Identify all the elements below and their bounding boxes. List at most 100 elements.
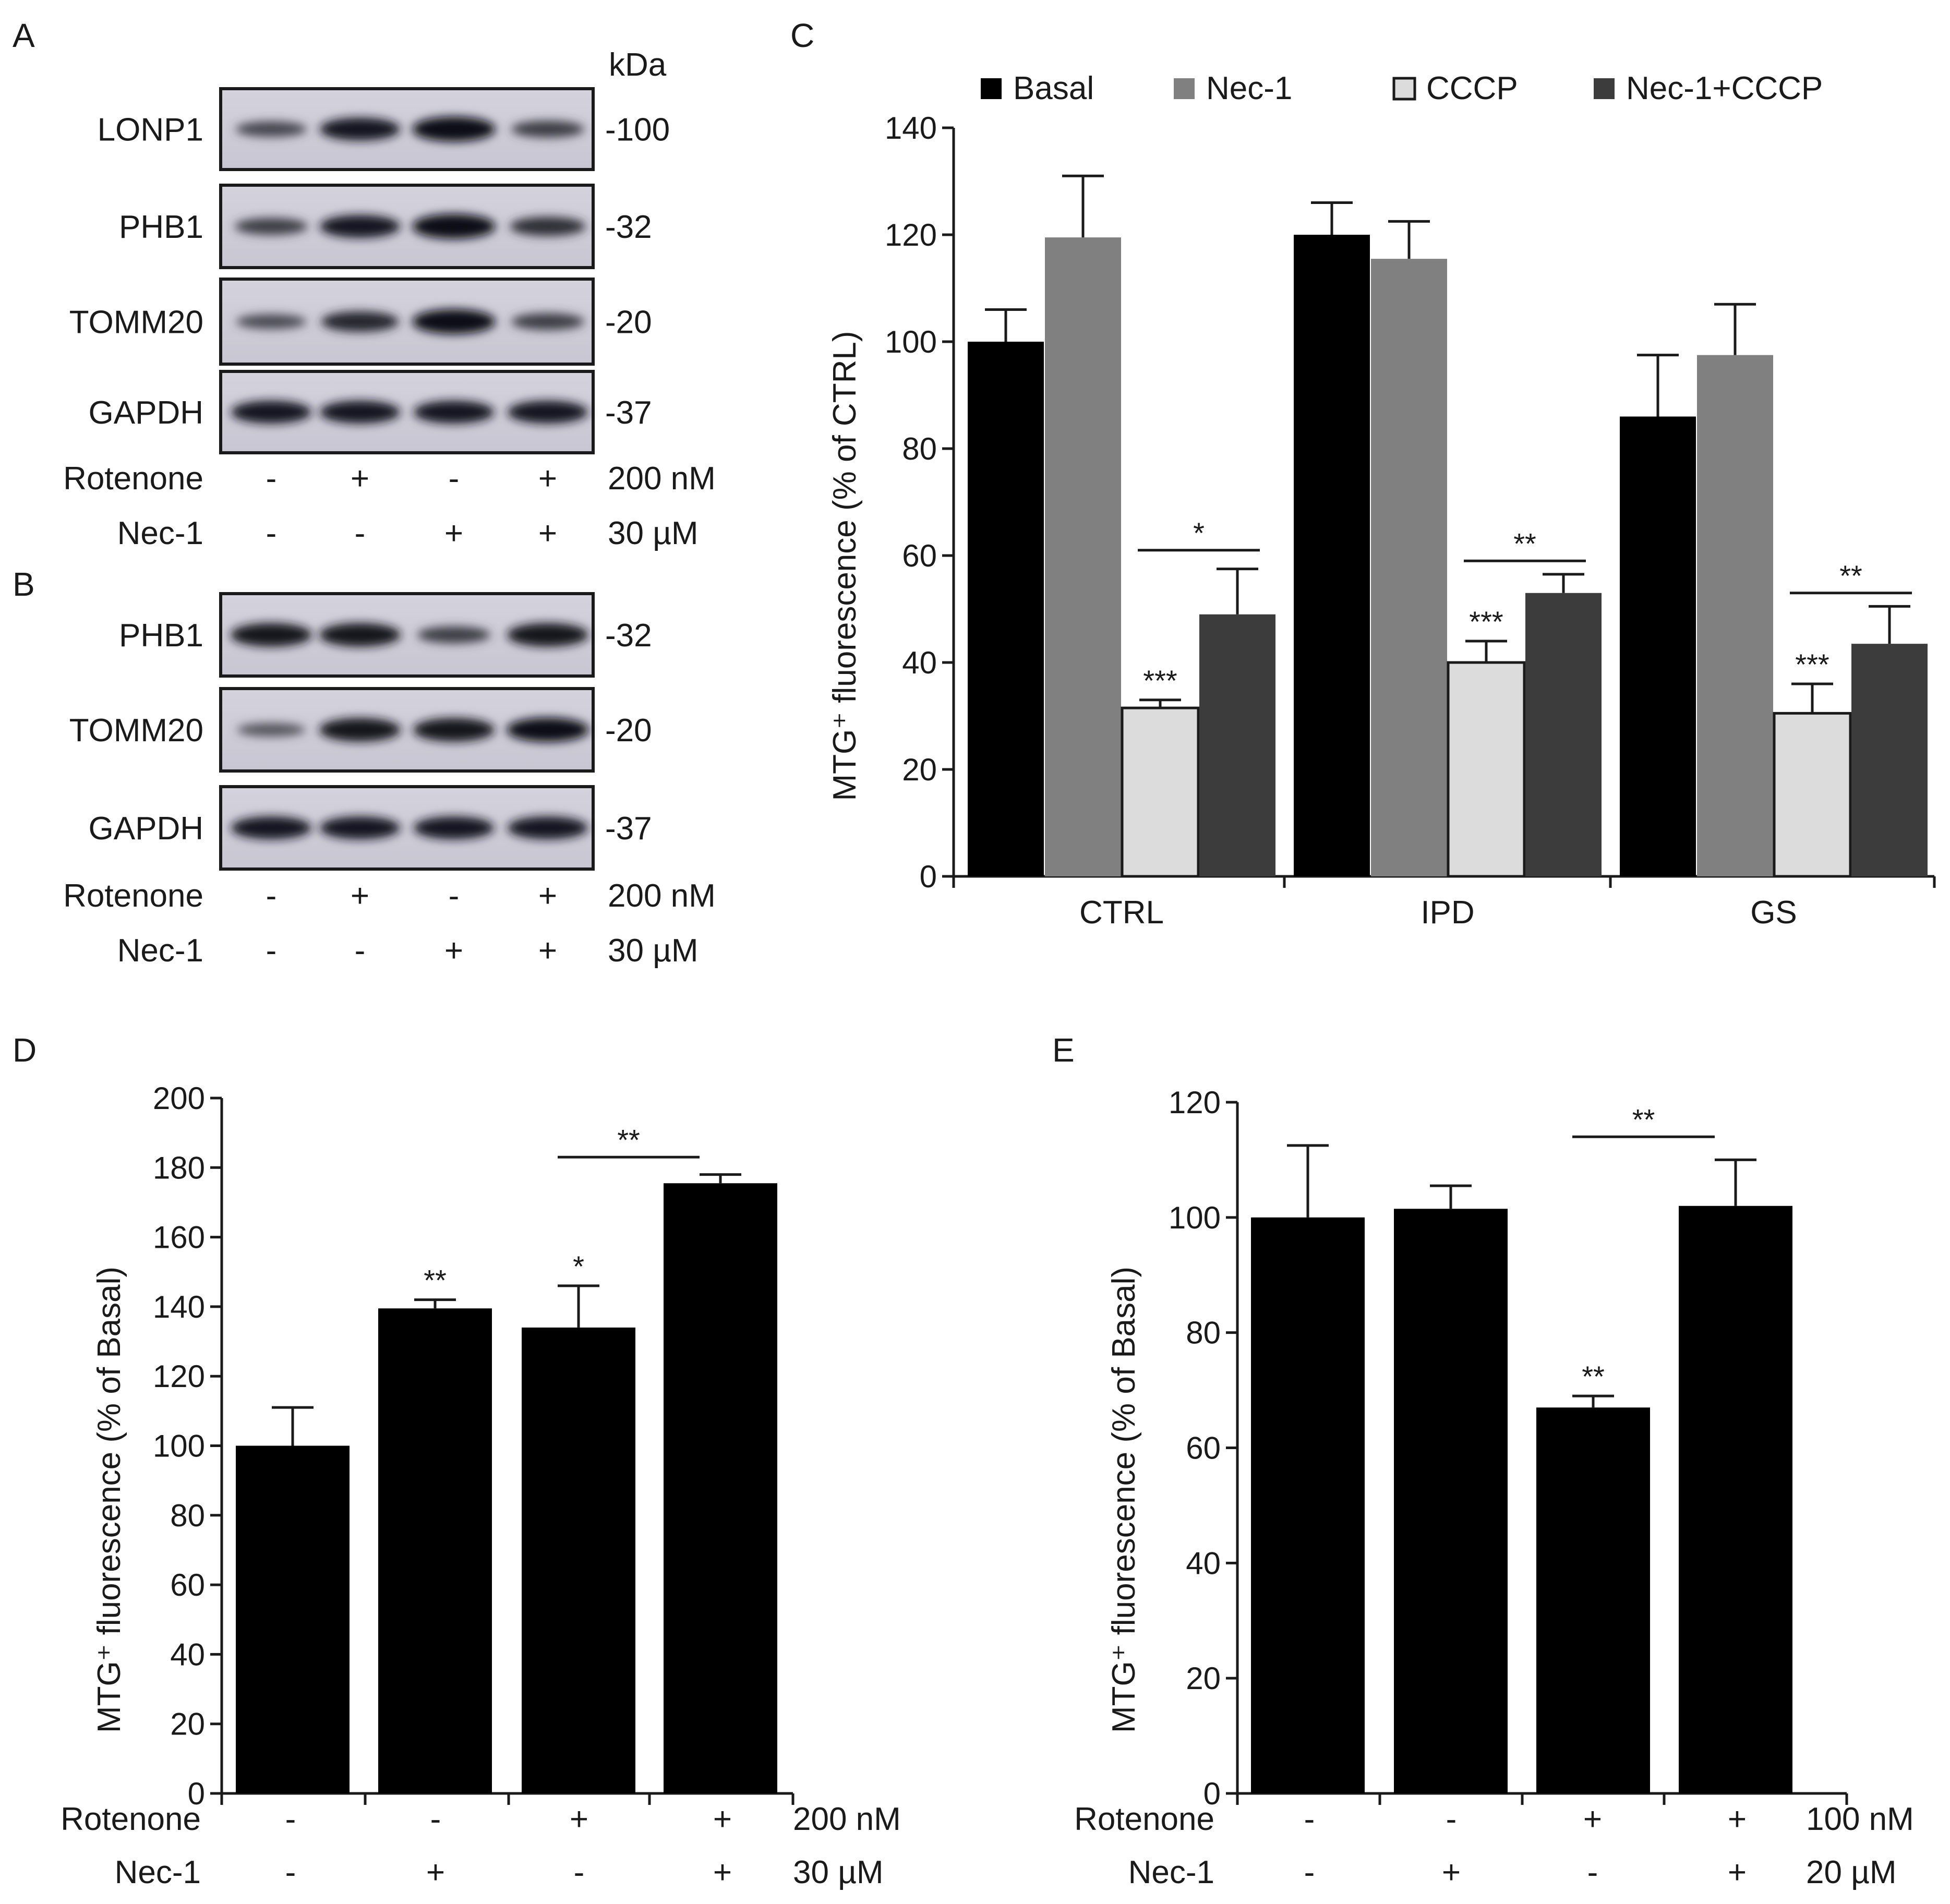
chart-d-treatment-sign: -	[285, 1801, 296, 1837]
chart-e-significance: **	[1582, 1360, 1605, 1393]
chart-d-treatment-label: Nec-1	[115, 1854, 201, 1890]
chart-e-treatment-sign: +	[1442, 1854, 1461, 1890]
band-tomm20-lane-4	[506, 717, 589, 742]
chart-d-y-tick-label: 20	[170, 1707, 205, 1742]
chart-d-bracket-label: **	[617, 1123, 640, 1156]
chart-d-treatment-dose: 200 nM	[793, 1801, 901, 1837]
chart-c-category-label: GS	[1750, 895, 1797, 931]
panel-letter-a: A	[13, 17, 35, 54]
chart-c-y-tick-label: 100	[885, 324, 937, 359]
band-gapdh-lane-1	[231, 401, 312, 424]
legend-swatch-cccp	[1392, 77, 1416, 101]
chart-c-bar-basal-ctrl	[968, 342, 1044, 876]
chart-c-bracket-label: *	[1193, 516, 1205, 549]
band-phb1-lane-4	[507, 623, 589, 647]
chart-c-bracket-label: **	[1839, 559, 1862, 592]
chart-e-y-tick-label: 0	[1203, 1776, 1221, 1811]
treatment-label: Nec-1	[117, 515, 203, 551]
chart-e-bar-4	[1679, 1206, 1792, 1793]
chart-c-y-tick-label: 40	[902, 645, 937, 680]
band-tomm20-lane-2	[319, 718, 401, 742]
kda-label: kDa	[609, 47, 667, 83]
chart-e-bar-2	[1394, 1209, 1508, 1793]
band-phb1-lane-3	[417, 626, 491, 644]
treatment-sign: -	[449, 461, 460, 497]
chart-d-treatment-sign: +	[713, 1854, 732, 1890]
chart-e-bar-1	[1251, 1217, 1365, 1793]
chart-c-y-tick-label: 0	[920, 859, 937, 894]
chart-e-bar-3	[1536, 1407, 1650, 1793]
chart-c-y-tick-label: 80	[902, 431, 937, 466]
treatment-dose: 200 nM	[608, 461, 716, 497]
chart-e-treatment-label: Rotenone	[1074, 1801, 1214, 1837]
blot-row-label: GAPDH	[89, 395, 203, 431]
band-tomm20-lane-1	[237, 723, 306, 737]
molecular-weight-label: -20	[605, 713, 652, 749]
legend-swatch-nec-1	[1174, 78, 1195, 99]
chart-c-bar-cccp-gs	[1773, 712, 1852, 878]
chart-e-y-tick-label: 100	[1169, 1200, 1221, 1235]
chart-d-y-tick-label: 180	[153, 1150, 205, 1185]
panel-letter-c: C	[790, 17, 814, 54]
band-gapdh-lane-2	[319, 816, 401, 839]
treatment-sign: -	[355, 933, 366, 969]
chart-d-bar-4	[664, 1183, 777, 1793]
chart-e-treatment-sign: -	[1446, 1801, 1457, 1837]
chart-c-category-label: IPD	[1421, 895, 1474, 931]
chart-c-bar-basal-ipd	[1294, 235, 1370, 876]
band-lonp1-lane-4	[511, 120, 585, 138]
chart-c-bar-nec-1-ctrl	[1045, 237, 1121, 876]
chart-c-bar-basal-gs	[1620, 416, 1696, 876]
treatment-sign: +	[351, 878, 369, 914]
legend-label: CCCP	[1426, 70, 1518, 106]
chart-e-treatment-sign: -	[1304, 1801, 1315, 1837]
band-phb1-lane-3	[412, 214, 496, 239]
chart-c-significance: ***	[1795, 648, 1829, 681]
blot-row-label: PHB1	[119, 209, 203, 245]
chart-d-significance: **	[424, 1264, 447, 1297]
molecular-weight-label: -37	[605, 395, 652, 431]
chart-d-treatment-sign: -	[430, 1801, 441, 1837]
chart-e-treatment-dose: 20 µM	[1806, 1854, 1897, 1890]
chart-d-bar-1	[236, 1445, 350, 1793]
band-gapdh-lane-1	[231, 816, 312, 839]
legend-label: Basal	[1013, 70, 1094, 106]
legend-swatch-nec-1-cccp	[1594, 78, 1615, 99]
molecular-weight-label: -37	[605, 811, 652, 847]
treatment-sign: -	[266, 878, 277, 914]
chart-d-treatment-sign: +	[426, 1854, 445, 1890]
chart-d-treatment-label: Rotenone	[61, 1801, 201, 1837]
treatment-dose: 30 µM	[608, 515, 699, 551]
treatment-sign: +	[538, 461, 557, 497]
blot-row-label: TOMM20	[69, 713, 203, 749]
chart-c-significance: ***	[1143, 664, 1177, 697]
band-gapdh-lane-3	[413, 401, 495, 424]
band-gapdh-lane-4	[507, 816, 588, 839]
chart-c-y-tick-label: 120	[885, 218, 937, 252]
chart-c-bracket-label: **	[1513, 527, 1536, 560]
band-lonp1-lane-3	[412, 116, 496, 142]
chart-e-treatment-dose: 100 nM	[1806, 1801, 1914, 1837]
treatment-dose: 200 nM	[608, 878, 716, 914]
chart-d-y-tick-label: 0	[188, 1776, 205, 1811]
band-phb1-lane-1	[234, 218, 308, 235]
treatment-label: Nec-1	[117, 933, 203, 969]
chart-d: MTG⁺ fluorescence (% of Basal) 0 20 40 60 80…	[61, 1081, 901, 1890]
chart-c-category-label: CTRL	[1079, 895, 1164, 931]
treatment-sign: -	[449, 878, 460, 914]
band-tomm20-lane-3	[412, 309, 496, 334]
blot-row-label: TOMM20	[69, 305, 203, 341]
treatment-sign: +	[444, 933, 463, 969]
band-lonp1-lane-2	[319, 117, 401, 141]
chart-e: MTG⁺ fluorescence (% of Basal) 0 20 40 60 80…	[1074, 1085, 1914, 1890]
band-tomm20-lane-3	[413, 718, 495, 742]
chart-e-y-tick-label: 20	[1186, 1661, 1221, 1696]
treatment-label: Rotenone	[63, 878, 203, 914]
chart-c-y-tick-label: 60	[902, 538, 937, 573]
chart-d-y-tick-label: 120	[153, 1359, 205, 1394]
chart-c-bar-nec-1-cccp-ipd	[1525, 593, 1602, 876]
chart-c-bar-nec-1-ipd	[1371, 259, 1447, 876]
treatment-sign: +	[538, 878, 557, 914]
chart-e-y-tick-label: 120	[1169, 1085, 1221, 1120]
